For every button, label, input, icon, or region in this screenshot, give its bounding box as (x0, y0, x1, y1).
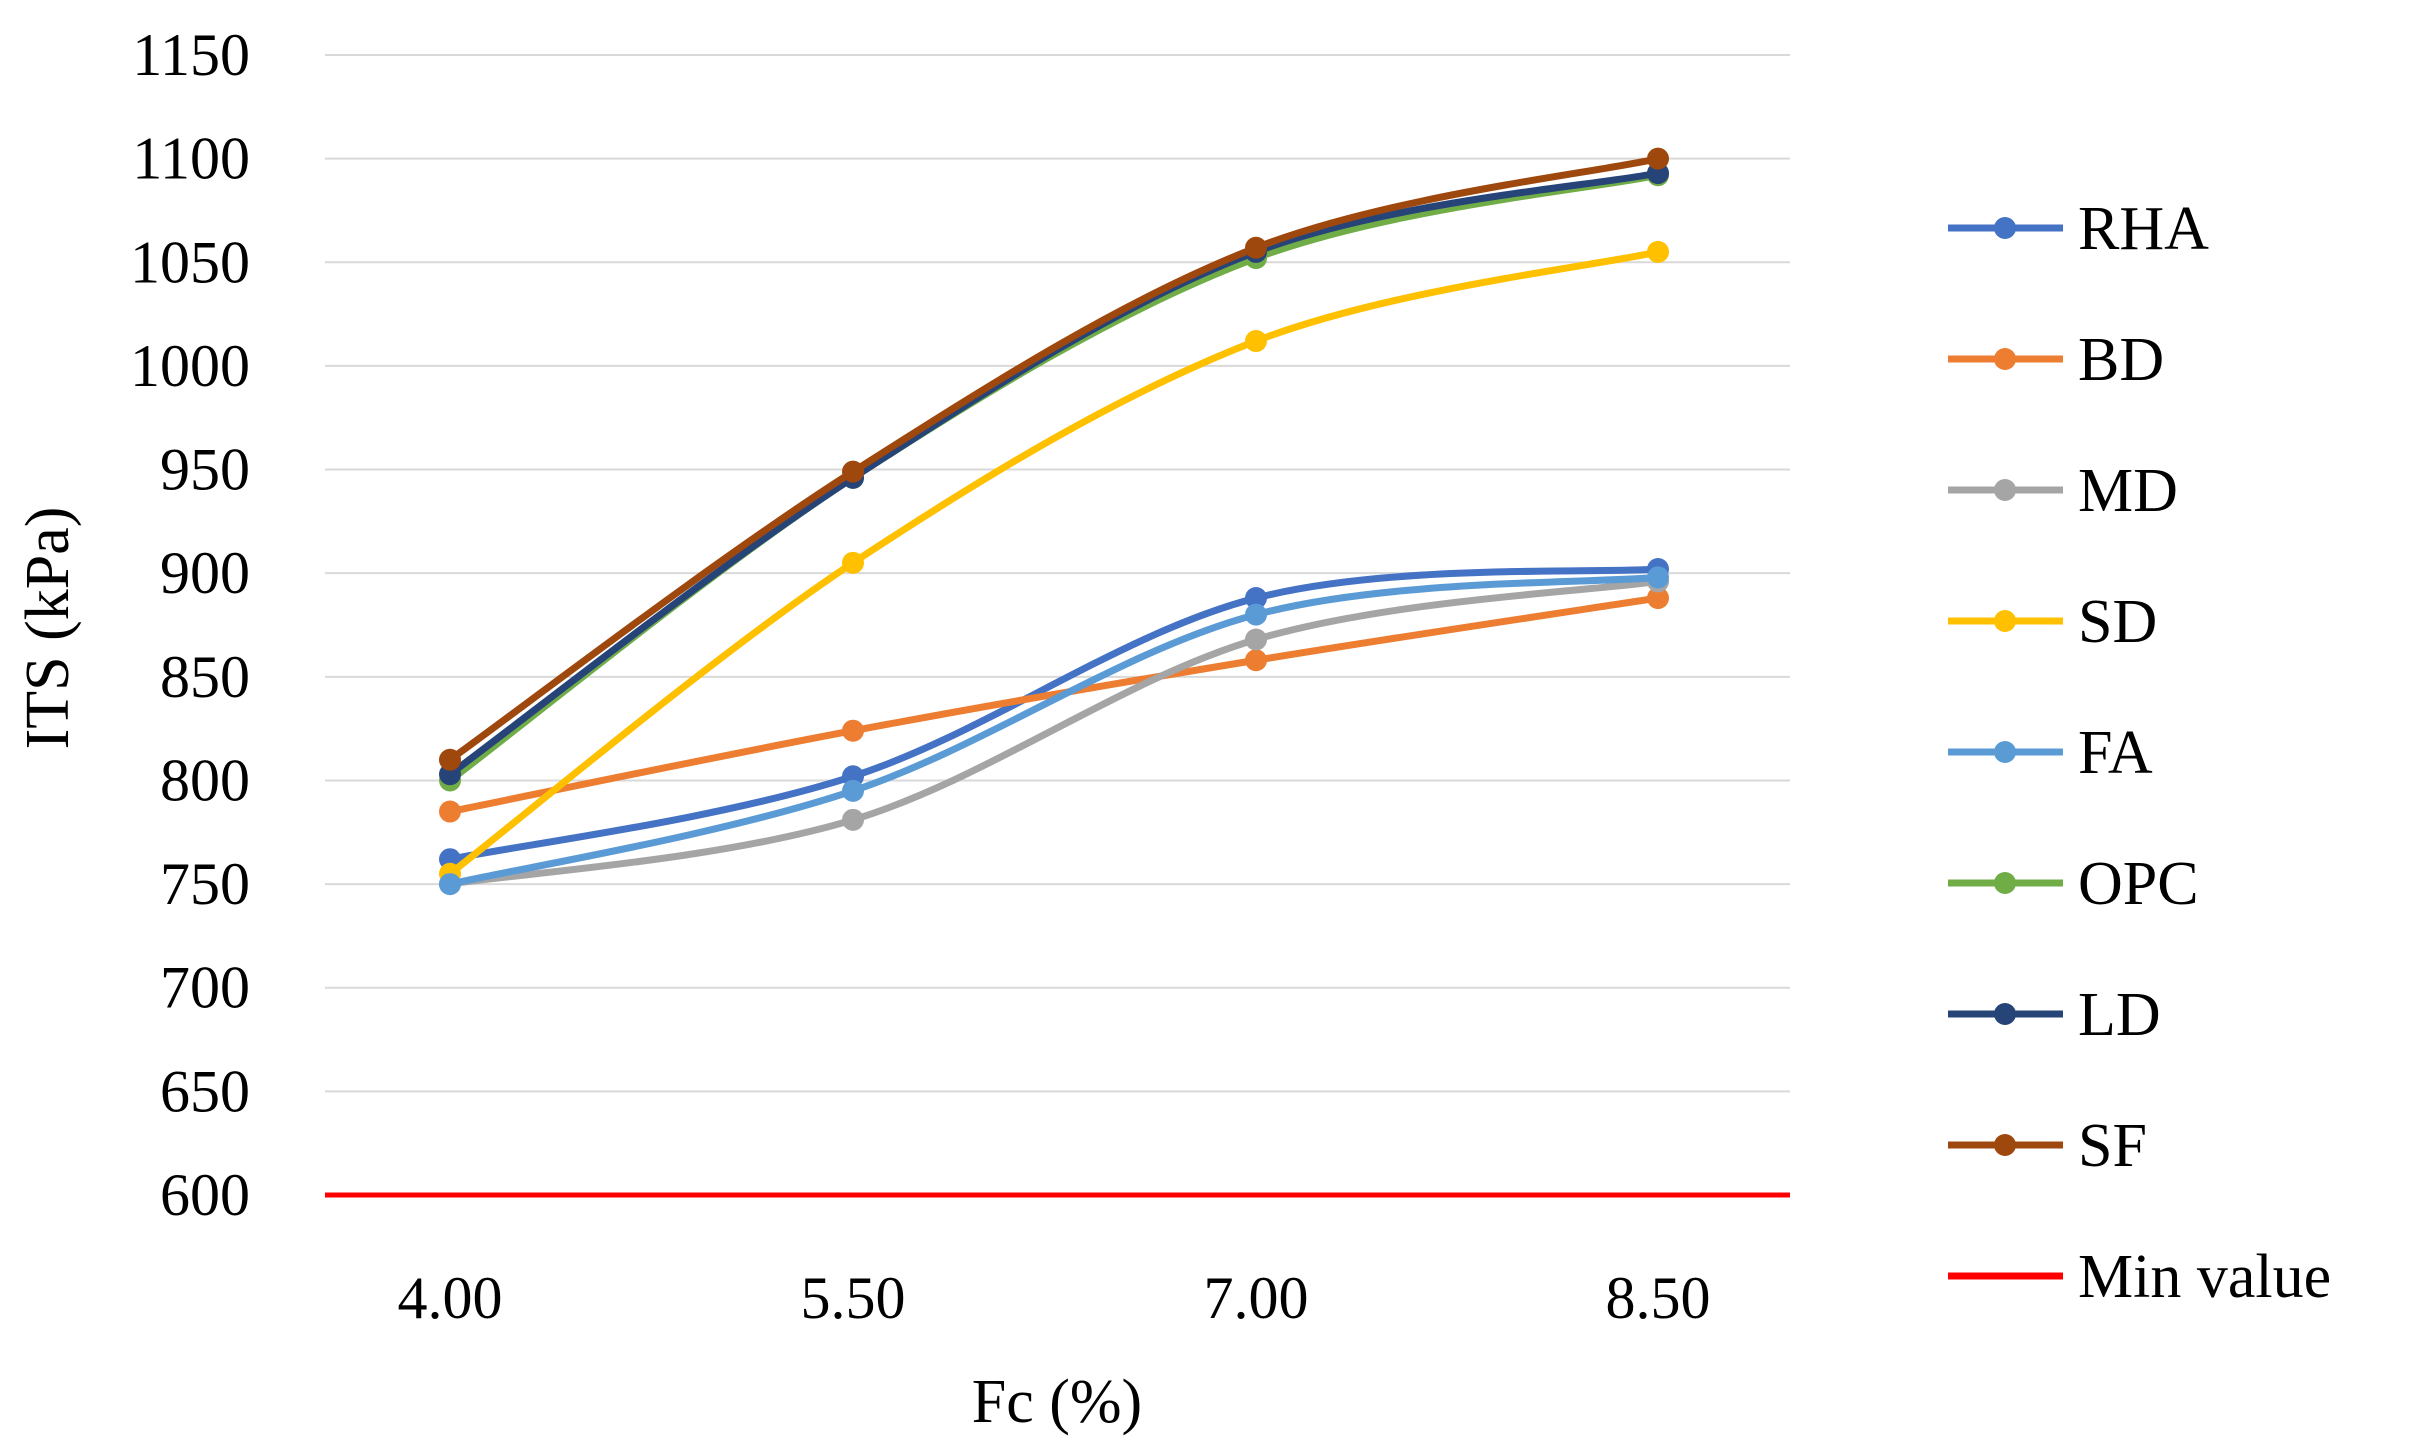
legend-label: MD (2078, 457, 2178, 525)
x-axis-tick-labels: 4.00 5.50 7.00 8.50 (398, 1265, 1711, 1331)
data-point-rha (1245, 587, 1267, 610)
data-point-md (842, 808, 864, 831)
y-tick-label: 800 (160, 747, 250, 813)
series-line-bd (446, 594, 1662, 816)
legend-swatch-marker (1994, 479, 2016, 501)
data-point-fa (439, 873, 461, 896)
data-point-sd (1245, 330, 1267, 353)
legend-item-bd: BD (1948, 326, 2164, 394)
series-bd (439, 587, 1669, 823)
legend-swatch-marker (1994, 348, 2016, 370)
y-tick-label: 750 (160, 851, 250, 917)
y-tick-label: 900 (160, 540, 250, 606)
x-tick-label: 8.50 (1606, 1265, 1711, 1331)
y-tick-label: 650 (160, 1058, 250, 1124)
y-tick-label: 600 (160, 1162, 250, 1228)
series-sf (439, 147, 1669, 771)
series-line-sd (446, 248, 1662, 878)
data-point-fa (842, 779, 864, 802)
series-line-ld (446, 169, 1662, 778)
legend-label: OPC (2078, 850, 2199, 918)
legend-label: FA (2078, 719, 2153, 787)
data-point-sd (842, 551, 864, 574)
series-rha (439, 558, 1669, 871)
data-point-bd (1647, 587, 1669, 610)
y-axis-tick-labels: 600 650 700 750 800 850 900 950 1000 1050 1100 1150 (130, 22, 250, 1228)
y-tick-label: 1000 (130, 333, 250, 399)
series-fa (439, 566, 1669, 896)
legend-item-sf: SF (1948, 1112, 2147, 1180)
legend-item-md: MD (1948, 457, 2178, 525)
series-line-opc (446, 171, 1662, 784)
legend-item-fa: FA (1948, 719, 2153, 787)
legend-item-min-value: Min value (1948, 1243, 2331, 1311)
legend-label: BD (2078, 326, 2164, 394)
legend-item-sd: SD (1948, 588, 2157, 656)
legend-swatch-marker (1994, 1134, 2016, 1156)
legend-item-ld: LD (1948, 981, 2161, 1049)
legend-item-rha: RHA (1948, 195, 2209, 263)
data-point-sf (1647, 147, 1669, 170)
y-tick-label: 1100 (132, 126, 250, 192)
y-tick-label: 1150 (132, 22, 250, 88)
data-point-fa (1245, 603, 1267, 626)
data-series (439, 147, 1669, 896)
gridlines (325, 54, 1790, 1093)
y-tick-label: 1050 (130, 229, 250, 295)
legend-swatch-marker (1994, 872, 2016, 894)
series-line-sf (446, 155, 1662, 764)
data-point-fa (1647, 566, 1669, 589)
legend-label: SF (2078, 1112, 2147, 1180)
legend-swatch-marker (1994, 741, 2016, 763)
series-line-fa (446, 573, 1662, 888)
data-point-sf (842, 460, 864, 483)
series-line-md (446, 577, 1662, 888)
legend-label: RHA (2078, 195, 2209, 263)
legend-label: LD (2078, 981, 2161, 1049)
legend-label: SD (2078, 588, 2157, 656)
data-point-sd (1647, 240, 1669, 263)
x-tick-label: 7.00 (1204, 1265, 1309, 1331)
series-sd (439, 240, 1669, 885)
legend-swatch-marker (1994, 217, 2016, 239)
x-axis-title: Fc (%) (972, 1368, 1142, 1436)
legend-swatch-marker (1994, 610, 2016, 632)
series-line-rha (446, 565, 1662, 863)
data-point-sf (439, 748, 461, 771)
y-tick-label: 700 (160, 955, 250, 1021)
legend-item-opc: OPC (1948, 850, 2199, 918)
x-tick-label: 4.00 (398, 1265, 503, 1331)
x-tick-label: 5.50 (801, 1265, 906, 1331)
y-tick-label: 950 (160, 437, 250, 503)
y-tick-label: 850 (160, 644, 250, 710)
legend-label: Min value (2078, 1243, 2331, 1311)
data-point-md (1245, 628, 1267, 651)
legend-swatch-marker (1994, 1003, 2016, 1025)
data-point-bd (439, 800, 461, 823)
data-point-bd (842, 719, 864, 742)
data-point-sf (1245, 236, 1267, 259)
data-point-bd (1245, 649, 1267, 672)
y-axis-title: ITS (kPa) (14, 507, 82, 750)
legend: RHA BD MD SD FA OPC LD SF Min value (1948, 195, 2331, 1311)
